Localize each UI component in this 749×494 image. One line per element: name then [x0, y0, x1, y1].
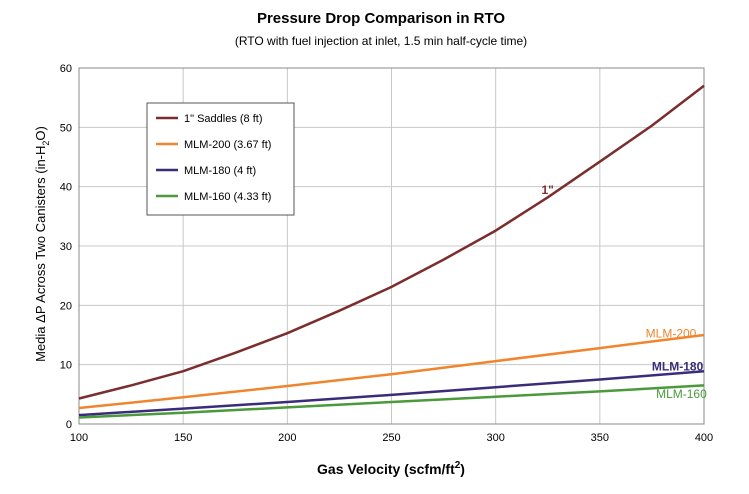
line-annotations: 1" MLM-200 MLM-180 MLM-160 — [542, 183, 708, 401]
line-annotation: 1" — [542, 183, 554, 197]
y-tick-label: 30 — [60, 241, 72, 253]
line-annotation: MLM-160 — [656, 387, 707, 401]
legend-label: 1" Saddles (8 ft) — [184, 113, 263, 125]
plot-frame — [78, 67, 705, 425]
chart-title: Pressure Drop Comparison in RTO — [257, 10, 505, 27]
legend-label: MLM-180 (4 ft) — [184, 165, 256, 177]
series-line-2 — [78, 369, 705, 417]
x-tick-label: 250 — [382, 432, 400, 444]
x-tick-label: 150 — [174, 432, 192, 444]
series-line-0 — [78, 84, 705, 400]
x-tick-label: 100 — [70, 432, 88, 444]
y-tick-label: 20 — [60, 300, 72, 312]
y-tick-labels: 0 10 20 30 40 50 60 — [60, 63, 72, 431]
y-tick-label: 0 — [66, 419, 72, 431]
series-line-1 — [78, 333, 705, 410]
y-tick-label: 50 — [60, 122, 72, 134]
y-tick-label: 40 — [60, 182, 72, 194]
legend-label: MLM-160 (4.33 ft) — [184, 191, 271, 203]
y-axis-title: Media ΔP Across Two Canisters (in-H2O) — [33, 126, 51, 362]
legend: 1" Saddles (8 ft) MLM-200 (3.67 ft) MLM-18… — [146, 102, 295, 216]
series-lines — [78, 84, 705, 419]
legend-label: MLM-200 (3.67 ft) — [184, 139, 271, 151]
line-annotation: MLM-200 — [646, 326, 697, 340]
x-axis-title: Gas Velocity (scfm/ft2) — [317, 460, 465, 477]
x-tick-label: 300 — [486, 432, 504, 444]
chart-subtitle: (RTO with fuel injection at inlet, 1.5 m… — [235, 34, 527, 48]
x-tick-label: 400 — [695, 432, 713, 444]
x-tick-labels: 100 150 200 250 300 350 400 — [70, 432, 713, 444]
line-annotation: MLM-180 — [652, 360, 704, 374]
x-tick-label: 200 — [278, 432, 296, 444]
x-tick-label: 350 — [591, 432, 609, 444]
y-tick-label: 60 — [60, 63, 72, 75]
series-line-3 — [78, 384, 705, 419]
y-tick-label: 10 — [60, 360, 72, 372]
